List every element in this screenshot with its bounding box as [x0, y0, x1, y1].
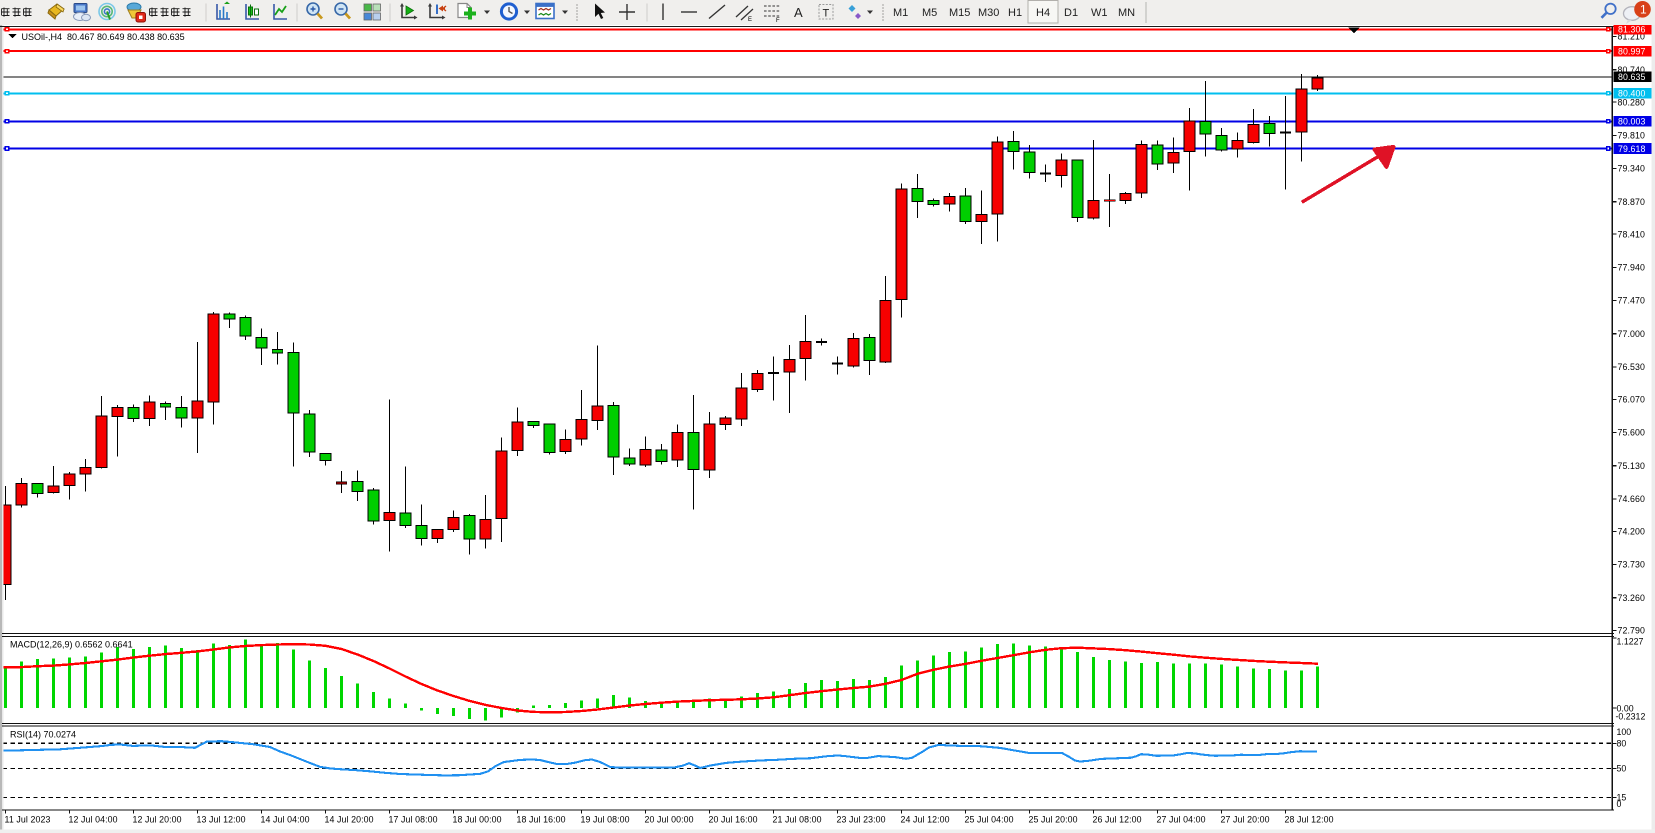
svg-text:RSI(14) 70.0274: RSI(14) 70.0274	[10, 730, 76, 740]
svg-text:26 Jul 12:00: 26 Jul 12:00	[1093, 815, 1142, 825]
svg-text:18 Jul 00:00: 18 Jul 00:00	[453, 815, 502, 825]
svg-text:0.00: 0.00	[1617, 703, 1634, 713]
svg-text:15: 15	[1617, 793, 1627, 803]
svg-text:11 Jul 2023: 11 Jul 2023	[5, 815, 51, 825]
svg-text:23 Jul 23:00: 23 Jul 23:00	[837, 815, 886, 825]
svg-text:H4: H4	[1036, 7, 1050, 19]
svg-text:77.000: 77.000	[1618, 329, 1646, 339]
svg-text:77.470: 77.470	[1618, 296, 1646, 306]
svg-text:80.400: 80.400	[1618, 89, 1646, 99]
svg-text:75.600: 75.600	[1618, 428, 1646, 438]
svg-text:80.635: 80.635	[1618, 72, 1646, 82]
svg-text:E: E	[748, 17, 752, 23]
svg-text:M15: M15	[949, 7, 970, 19]
svg-text:81.210: 81.210	[1618, 32, 1646, 42]
svg-text:73.730: 73.730	[1618, 560, 1646, 570]
svg-text:MN: MN	[1118, 7, 1135, 19]
svg-text:W1: W1	[1091, 7, 1108, 19]
svg-text:21 Jul 08:00: 21 Jul 08:00	[773, 815, 822, 825]
svg-text:MACD(12,26,9) 0.6562 0.6641: MACD(12,26,9) 0.6562 0.6641	[10, 640, 133, 650]
svg-text:25 Jul 04:00: 25 Jul 04:00	[965, 815, 1014, 825]
svg-text:74.200: 74.200	[1618, 527, 1646, 537]
svg-text:75.130: 75.130	[1618, 461, 1646, 471]
svg-text:20 Jul 00:00: 20 Jul 00:00	[645, 815, 694, 825]
svg-text:12 Jul 20:00: 12 Jul 20:00	[133, 815, 182, 825]
svg-text:0: 0	[1617, 799, 1622, 809]
svg-text:80.740: 80.740	[1618, 65, 1646, 75]
svg-text:27 Jul 04:00: 27 Jul 04:00	[1157, 815, 1206, 825]
svg-text:19 Jul 08:00: 19 Jul 08:00	[581, 815, 630, 825]
svg-text:A: A	[794, 5, 803, 20]
svg-text:-0.2312: -0.2312	[1616, 712, 1646, 722]
svg-text:D1: D1	[1064, 7, 1078, 19]
svg-text:M30: M30	[978, 7, 999, 19]
svg-text:24 Jul 12:00: 24 Jul 12:00	[901, 815, 950, 825]
svg-text:25 Jul 20:00: 25 Jul 20:00	[1029, 815, 1078, 825]
svg-text:72.790: 72.790	[1618, 626, 1646, 636]
svg-text:M1: M1	[893, 7, 908, 19]
svg-text:74.660: 74.660	[1618, 494, 1646, 504]
svg-text:14 Jul 04:00: 14 Jul 04:00	[261, 815, 310, 825]
svg-text:79.618: 79.618	[1618, 144, 1646, 154]
svg-text:F: F	[776, 18, 780, 24]
svg-text:76.530: 76.530	[1618, 362, 1646, 372]
svg-text:76.070: 76.070	[1618, 395, 1646, 405]
svg-text:78.410: 78.410	[1618, 229, 1646, 239]
svg-text:77.940: 77.940	[1618, 263, 1646, 273]
svg-text:81.306: 81.306	[1618, 25, 1646, 35]
svg-text:17 Jul 08:00: 17 Jul 08:00	[389, 815, 438, 825]
svg-text:18 Jul 16:00: 18 Jul 16:00	[517, 815, 566, 825]
svg-text:27 Jul 20:00: 27 Jul 20:00	[1221, 815, 1270, 825]
svg-text:M5: M5	[922, 7, 937, 19]
svg-text:28 Jul 12:00: 28 Jul 12:00	[1285, 815, 1334, 825]
svg-text:USOil-,H4 80.467 80.649 80.43: USOil-,H4 80.467 80.649 80.438 80.635	[22, 32, 185, 42]
svg-text:H1: H1	[1008, 7, 1022, 19]
svg-text:73.260: 73.260	[1618, 593, 1646, 603]
svg-text:1.1227: 1.1227	[1617, 636, 1644, 646]
svg-text:80: 80	[1617, 739, 1627, 749]
svg-text:13 Jul 12:00: 13 Jul 12:00	[197, 815, 246, 825]
svg-text:79.340: 79.340	[1618, 164, 1646, 174]
svg-text:T: T	[823, 8, 830, 20]
svg-text:12 Jul 04:00: 12 Jul 04:00	[69, 815, 118, 825]
svg-text:100: 100	[1617, 727, 1632, 737]
svg-text:79.810: 79.810	[1618, 131, 1646, 141]
svg-text:80.280: 80.280	[1618, 97, 1646, 107]
svg-text:78.870: 78.870	[1618, 197, 1646, 207]
svg-text:20 Jul 16:00: 20 Jul 16:00	[709, 815, 758, 825]
svg-text:1: 1	[1640, 3, 1647, 17]
svg-text:80.997: 80.997	[1618, 46, 1646, 56]
svg-text:80.003: 80.003	[1618, 117, 1646, 127]
svg-text:14 Jul 20:00: 14 Jul 20:00	[325, 815, 374, 825]
svg-text:50: 50	[1617, 764, 1627, 774]
